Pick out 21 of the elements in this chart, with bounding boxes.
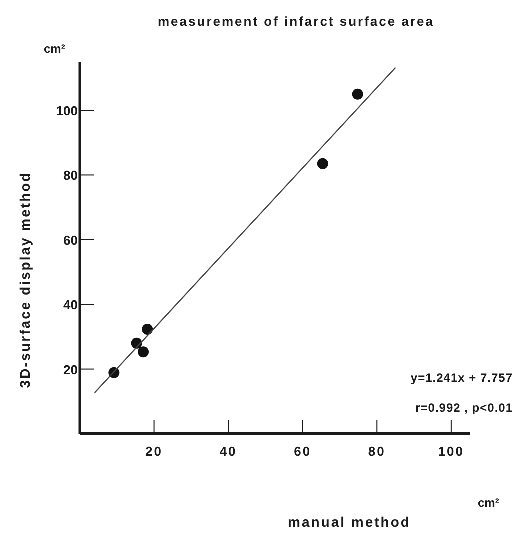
annotation: y=1.241x + 7.757 xyxy=(410,371,513,385)
y-tick-label: 100 xyxy=(56,104,78,119)
point xyxy=(142,324,154,336)
x-tick-label: 20 xyxy=(146,444,164,459)
x-tick-label: 80 xyxy=(368,444,386,459)
x-tick-label: 60 xyxy=(294,444,312,459)
y-axis-title: 3D-surface display method xyxy=(17,172,33,388)
x-axis-title: manual method xyxy=(288,514,411,530)
text: cm² xyxy=(44,42,66,56)
y-tick-label: 40 xyxy=(64,298,78,313)
point xyxy=(138,346,150,358)
y-tick-label: 60 xyxy=(64,232,78,248)
annotation: r=0.992 , p<0.01 xyxy=(416,401,513,415)
chart-title: measurement of infarct surface area xyxy=(158,14,434,29)
y-tick-label: 20 xyxy=(64,362,78,378)
x-tick-label: 100 xyxy=(438,444,465,459)
x-tick-label: 40 xyxy=(220,444,238,459)
point xyxy=(352,88,364,100)
point xyxy=(317,158,328,170)
text: cm² xyxy=(478,496,500,510)
y-tick-label: 80 xyxy=(64,168,78,184)
